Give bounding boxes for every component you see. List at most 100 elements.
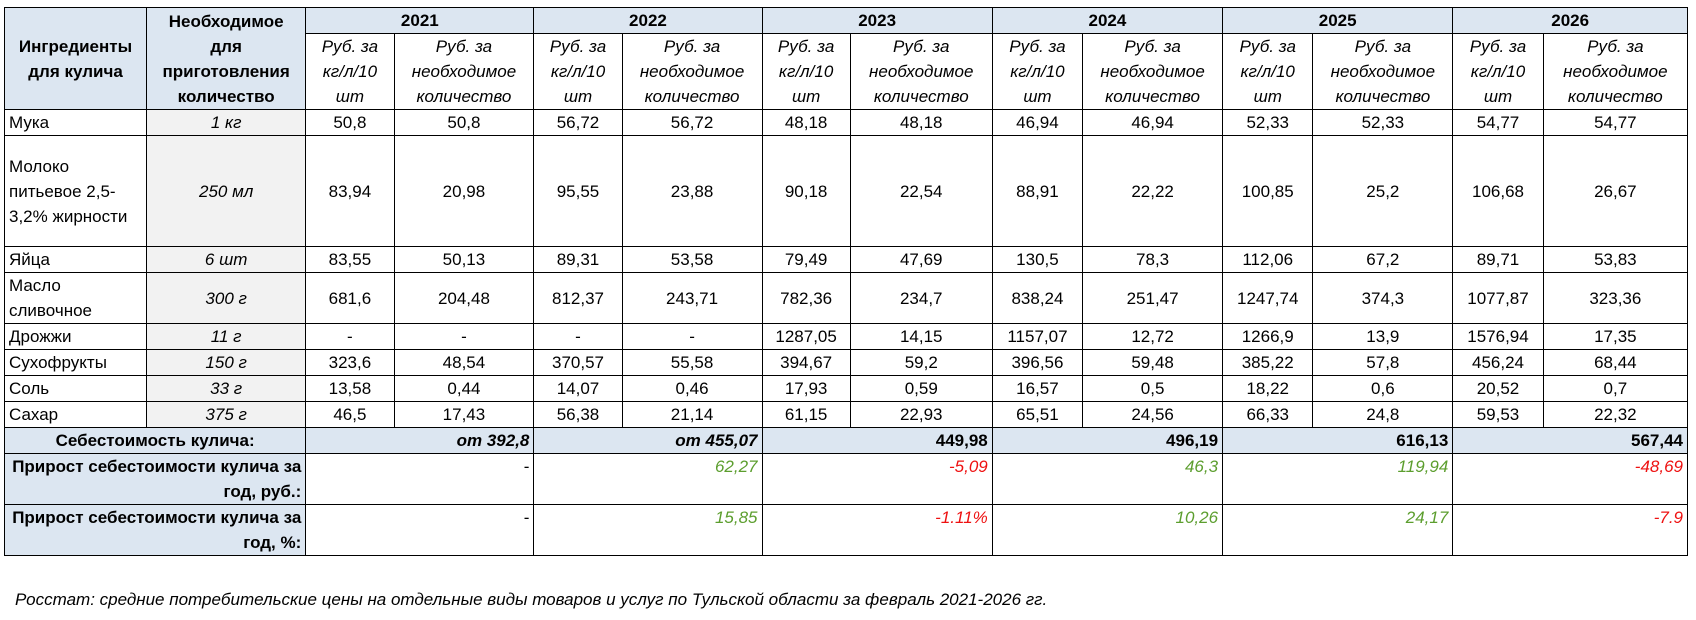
growth-rub-value: 46,3 bbox=[991, 453, 1224, 505]
cost-value: 616,13 bbox=[1222, 427, 1454, 454]
price-per-unit-cell: 79,49 bbox=[761, 246, 851, 273]
kulich-cost-table: Ингредиенты для кулича Необходимое для п… bbox=[3, 7, 1689, 556]
price-for-quantity-cell: 24,56 bbox=[1082, 401, 1224, 428]
ingredient-name: Мука bbox=[3, 109, 148, 136]
price-per-unit-cell: - bbox=[305, 323, 395, 350]
price-per-unit-cell: 18,22 bbox=[1222, 375, 1314, 402]
price-per-unit-cell: 59,53 bbox=[1452, 401, 1544, 428]
price-per-unit-cell: 83,94 bbox=[305, 135, 395, 247]
price-for-quantity-cell: 20,98 bbox=[393, 135, 535, 247]
price-for-quantity-cell: 204,48 bbox=[393, 272, 535, 324]
price-for-quantity-cell: 55,58 bbox=[621, 349, 763, 376]
header-year: 2024 bbox=[991, 7, 1224, 34]
price-for-quantity-cell: 0,5 bbox=[1082, 375, 1224, 402]
ingredient-name: Сахар bbox=[3, 401, 148, 428]
price-for-quantity-cell: 59,2 bbox=[849, 349, 993, 376]
ingredient-quantity: 1 кг bbox=[146, 109, 307, 136]
price-for-quantity-cell: 50,13 bbox=[393, 246, 535, 273]
price-per-unit-cell: 50,8 bbox=[305, 109, 395, 136]
subheader-price-per-unit: Руб. за кг/л/10 шт bbox=[991, 33, 1084, 110]
cost-value: от 392,8 bbox=[305, 427, 535, 454]
subheader-price-for-quantity: Руб. за необходимое количество bbox=[621, 33, 763, 110]
price-per-unit-cell: 1077,87 bbox=[1452, 272, 1544, 324]
price-per-unit-cell: 20,52 bbox=[1452, 375, 1544, 402]
price-for-quantity-cell: 0,6 bbox=[1312, 375, 1454, 402]
table-row: Молоко питьевое 2,5-3,2% жирности 250 мл 8… bbox=[3, 135, 1689, 247]
header-year: 2025 bbox=[1222, 7, 1454, 34]
growth-pct-value: - bbox=[305, 504, 535, 556]
price-for-quantity-cell: 50,8 bbox=[393, 109, 535, 136]
price-for-quantity-cell: 22,32 bbox=[1542, 401, 1689, 428]
price-per-unit-cell: 681,6 bbox=[305, 272, 395, 324]
cost-value: 496,19 bbox=[991, 427, 1224, 454]
price-for-quantity-cell: 0,46 bbox=[621, 375, 763, 402]
price-per-unit-cell: 370,57 bbox=[533, 349, 623, 376]
subheader-price-for-quantity: Руб. за необходимое количество bbox=[1312, 33, 1454, 110]
price-per-unit-cell: 17,93 bbox=[761, 375, 851, 402]
price-for-quantity-cell: 25,2 bbox=[1312, 135, 1454, 247]
price-per-unit-cell: - bbox=[533, 323, 623, 350]
growth-rub-value: 62,27 bbox=[533, 453, 763, 505]
price-per-unit-cell: 46,5 bbox=[305, 401, 395, 428]
table-row: Соль 33 г 13,58 0,44 14,07 0,46 17,93 0,59 16,57… bbox=[3, 375, 1689, 402]
price-per-unit-cell: 89,31 bbox=[533, 246, 623, 273]
ingredient-rows: Мука 1 кг 50,8 50,8 56,72 56,72 48,18 48,18 46,9… bbox=[3, 109, 1689, 428]
growth-rub-value: 119,94 bbox=[1222, 453, 1454, 505]
price-per-unit-cell: 14,07 bbox=[533, 375, 623, 402]
subheader-price-per-unit: Руб. за кг/л/10 шт bbox=[533, 33, 623, 110]
price-for-quantity-cell: 46,94 bbox=[1082, 109, 1224, 136]
growth-pct-value: 24,17 bbox=[1222, 504, 1454, 556]
table-row: Сахар 375 г 46,5 17,43 56,38 21,14 61,15 22,93 6… bbox=[3, 401, 1689, 428]
price-for-quantity-cell: 54,77 bbox=[1542, 109, 1689, 136]
price-per-unit-cell: 56,72 bbox=[533, 109, 623, 136]
header-ingredients: Ингредиенты для кулича bbox=[3, 7, 148, 110]
price-for-quantity-cell: 23,88 bbox=[621, 135, 763, 247]
cost-value: 567,44 bbox=[1452, 427, 1688, 454]
price-for-quantity-cell: 21,14 bbox=[621, 401, 763, 428]
subheader-price-for-quantity: Руб. за необходимое количество bbox=[393, 33, 535, 110]
price-for-quantity-cell: 234,7 bbox=[849, 272, 993, 324]
ingredient-name: Дрожжи bbox=[3, 323, 148, 350]
price-per-unit-cell: 456,24 bbox=[1452, 349, 1544, 376]
subheader-price-for-quantity: Руб. за необходимое количество bbox=[1082, 33, 1224, 110]
price-per-unit-cell: 782,36 bbox=[761, 272, 851, 324]
price-for-quantity-cell: 243,71 bbox=[621, 272, 763, 324]
cost-row: Себестоимость кулича: от 392,8 от 455,07… bbox=[3, 427, 1688, 454]
cost-value: от 455,07 bbox=[533, 427, 763, 454]
price-for-quantity-cell: 24,8 bbox=[1312, 401, 1454, 428]
price-for-quantity-cell: 56,72 bbox=[621, 109, 763, 136]
subheader-price-for-quantity: Руб. за необходимое количество bbox=[849, 33, 993, 110]
price-for-quantity-cell: 17,43 bbox=[393, 401, 535, 428]
price-per-unit-cell: 838,24 bbox=[991, 272, 1084, 324]
cost-label: Себестоимость кулича: bbox=[3, 427, 307, 454]
price-for-quantity-cell: 67,2 bbox=[1312, 246, 1454, 273]
ingredient-name: Молоко питьевое 2,5-3,2% жирности bbox=[3, 135, 148, 247]
price-per-unit-cell: 112,06 bbox=[1222, 246, 1314, 273]
header-year: 2022 bbox=[533, 7, 763, 34]
price-for-quantity-cell: 68,44 bbox=[1542, 349, 1689, 376]
price-per-unit-cell: 385,22 bbox=[1222, 349, 1314, 376]
growth-rub-value: - bbox=[305, 453, 535, 505]
price-per-unit-cell: 90,18 bbox=[761, 135, 851, 247]
price-for-quantity-cell: 374,3 bbox=[1312, 272, 1454, 324]
price-for-quantity-cell: 47,69 bbox=[849, 246, 993, 273]
price-for-quantity-cell: 22,22 bbox=[1082, 135, 1224, 247]
ingredient-quantity: 6 шт bbox=[146, 246, 307, 273]
price-for-quantity-cell: 0,44 bbox=[393, 375, 535, 402]
price-per-unit-cell: 13,58 bbox=[305, 375, 395, 402]
price-for-quantity-cell: 0,59 bbox=[849, 375, 993, 402]
ingredient-quantity: 11 г bbox=[146, 323, 307, 350]
price-per-unit-cell: 61,15 bbox=[761, 401, 851, 428]
ingredient-name: Масло сливочное bbox=[3, 272, 148, 324]
price-per-unit-cell: 54,77 bbox=[1452, 109, 1544, 136]
price-per-unit-cell: 48,18 bbox=[761, 109, 851, 136]
price-for-quantity-cell: 14,15 bbox=[849, 323, 993, 350]
growth-pct-value: 10,26 bbox=[991, 504, 1224, 556]
header-year: 2021 bbox=[305, 7, 535, 34]
price-for-quantity-cell: 53,58 bbox=[621, 246, 763, 273]
ingredient-quantity: 33 г bbox=[146, 375, 307, 402]
price-for-quantity-cell: 13,9 bbox=[1312, 323, 1454, 350]
price-per-unit-cell: 66,33 bbox=[1222, 401, 1314, 428]
price-per-unit-cell: 1287,05 bbox=[761, 323, 851, 350]
price-per-unit-cell: 130,5 bbox=[991, 246, 1084, 273]
